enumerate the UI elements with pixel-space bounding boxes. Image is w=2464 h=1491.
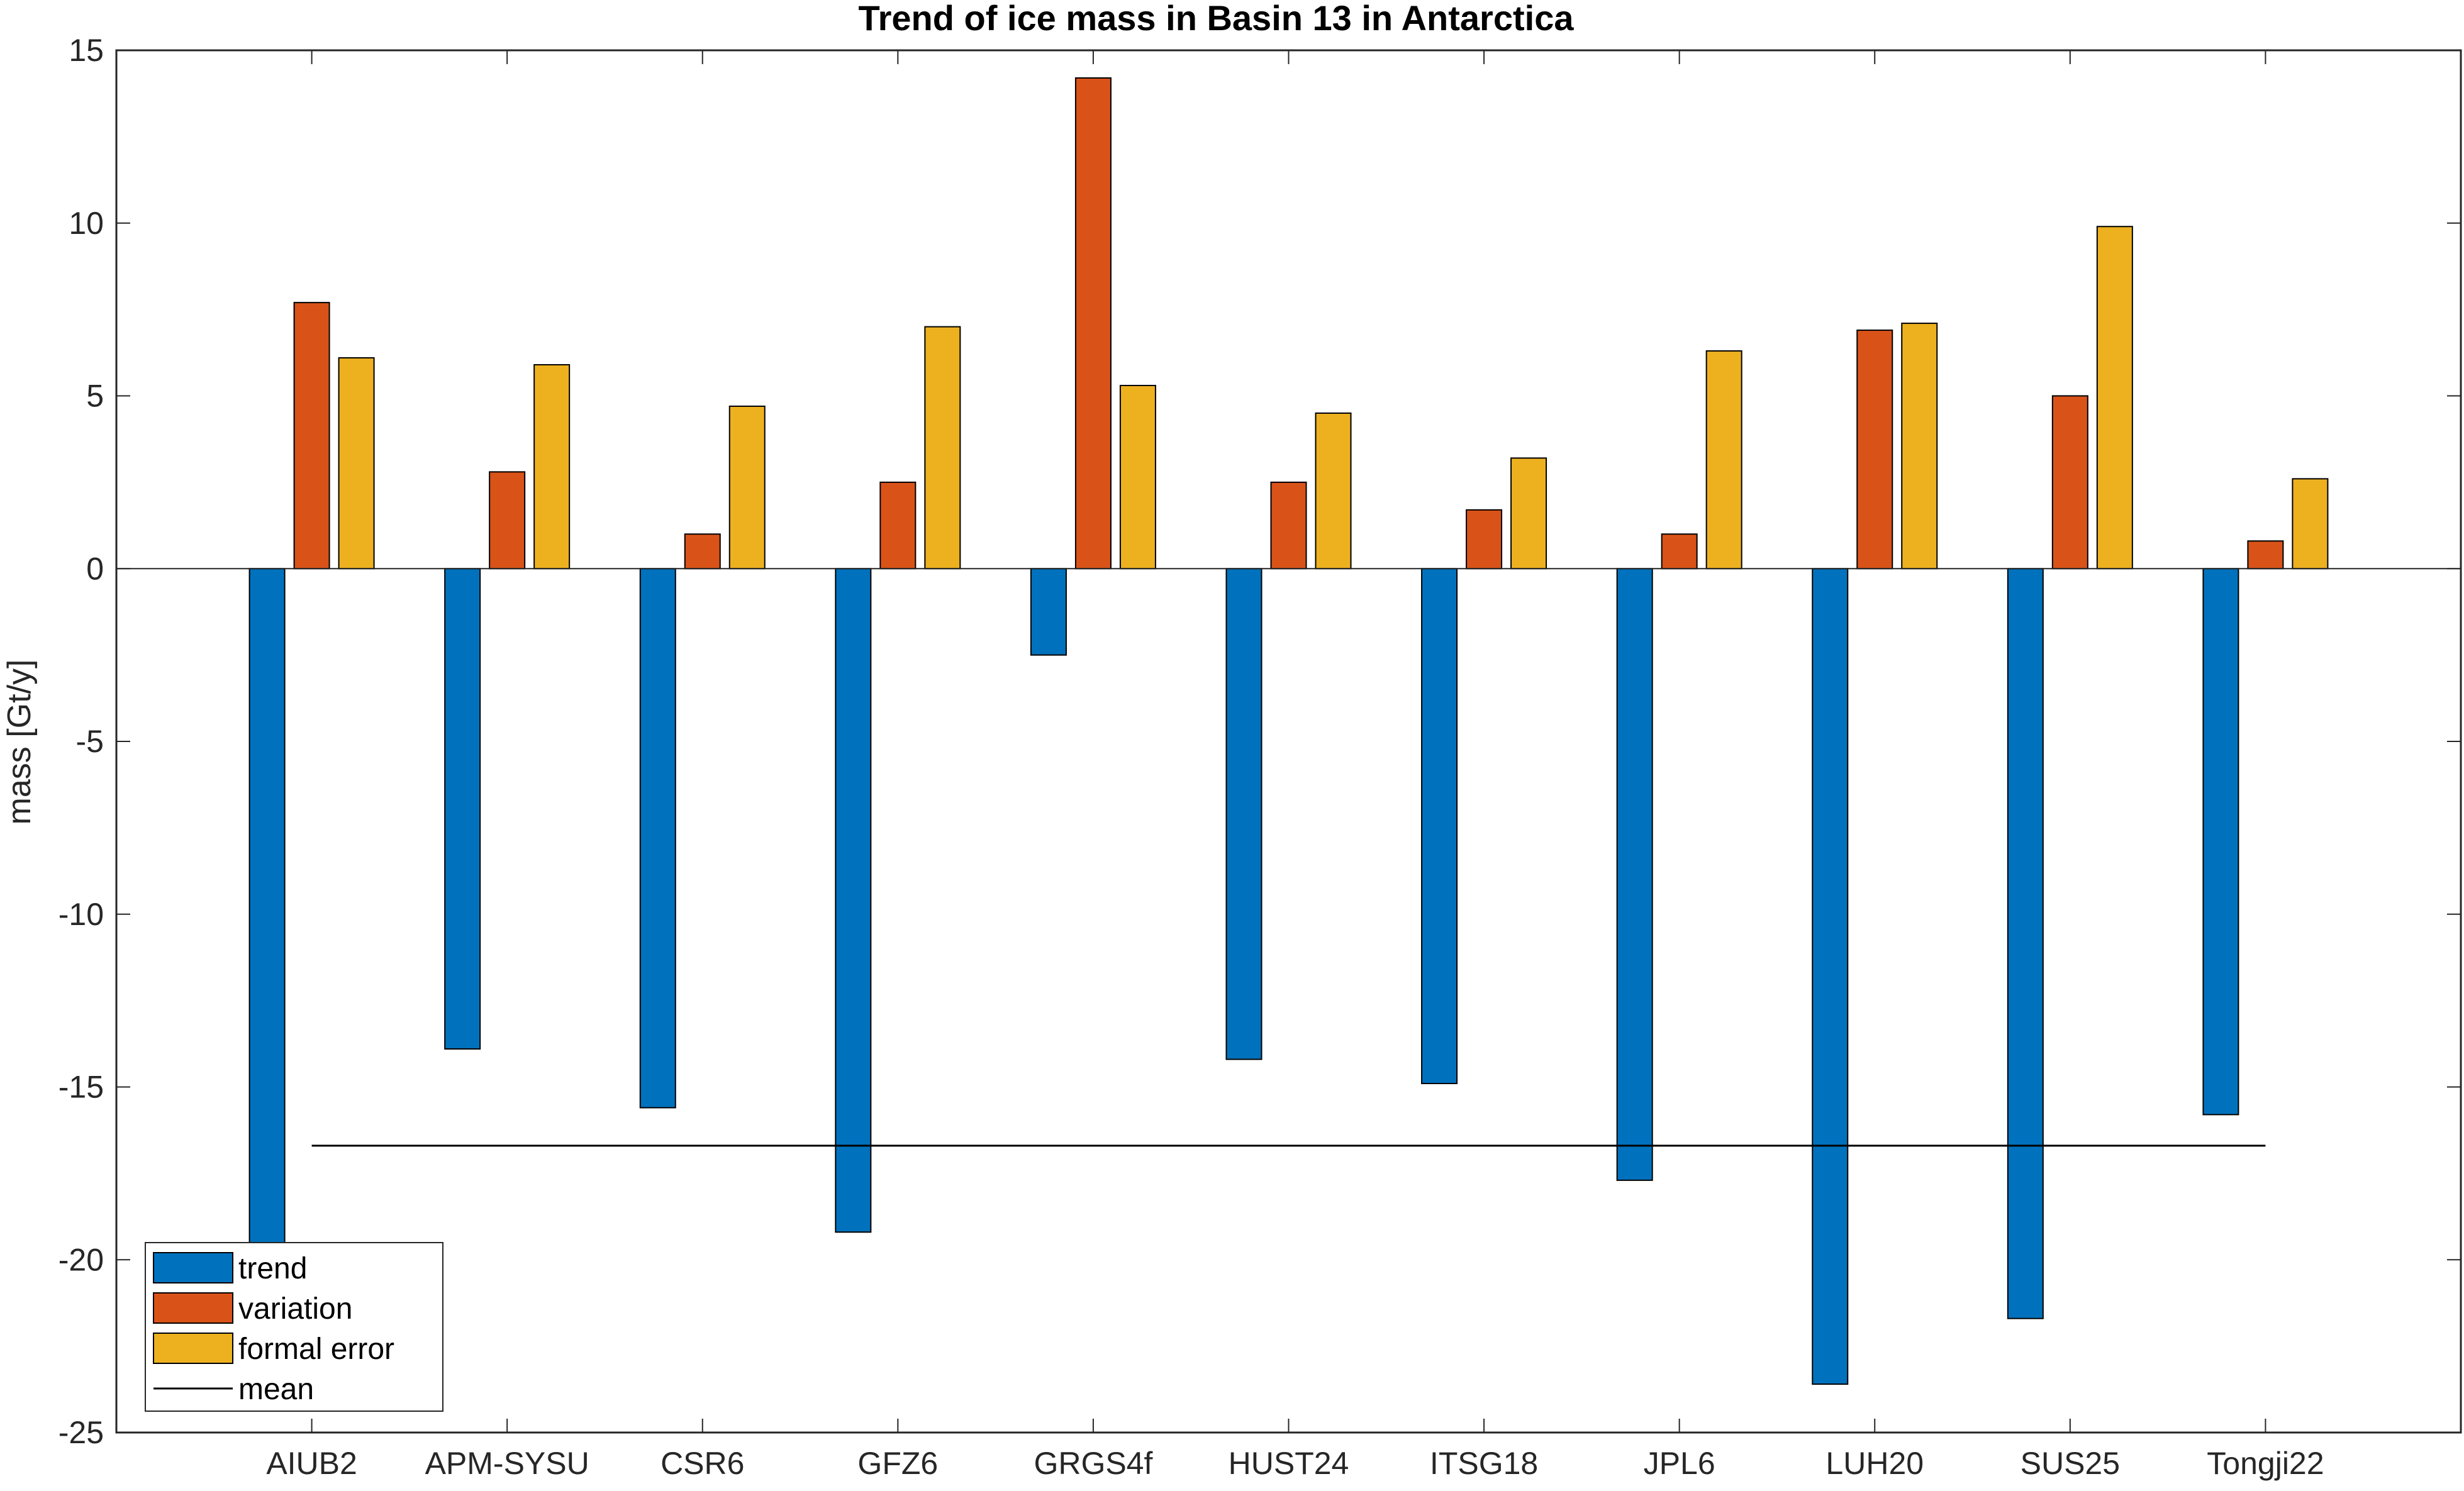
- legend: trend variation formal error mean: [145, 1242, 443, 1412]
- bar-formal-error-gfz6: [924, 326, 961, 570]
- chart-title: Trend of ice mass in Basin 13 in Antarct…: [859, 0, 1575, 38]
- bar-formal-error-grgs4f: [1119, 385, 1156, 570]
- x-tick-label-luh20: LUH20: [1826, 1446, 1924, 1481]
- bar-variation-sus25: [2051, 395, 2088, 570]
- x-tick-label-itsg18: ITSG18: [1430, 1446, 1538, 1481]
- bar-variation-aiub2: [293, 302, 330, 570]
- legend-label-mean: mean: [238, 1373, 314, 1406]
- legend-swatch-formal-error: [153, 1333, 233, 1364]
- x-tick-label-tongji22: Tongji22: [2207, 1446, 2324, 1481]
- legend-swatch-variation: [153, 1292, 233, 1324]
- axes: -25 -20 -15 -10 -5 0 5 10 15 AIUB2 APM-SYSU CSR6 GFZ…: [59, 33, 2462, 1481]
- bar-trend-apm-sysu: [444, 568, 481, 1050]
- bar-trend-sus25: [2007, 568, 2044, 1319]
- y-tick-label: 10: [69, 206, 104, 241]
- legend-label-formal-error: formal error: [238, 1333, 394, 1366]
- bar-formal-error-aiub2: [338, 357, 375, 570]
- bar-formal-error-tongji22: [2292, 478, 2329, 570]
- bar-formal-error-sus25: [2096, 226, 2133, 570]
- bar-variation-hust24: [1270, 481, 1307, 570]
- bar-variation-apm-sysu: [489, 471, 526, 570]
- x-tick-label-sus25: SUS25: [2021, 1446, 2120, 1481]
- x-tick-label-gfz6: GFZ6: [857, 1446, 938, 1481]
- bar-variation-luh20: [1856, 330, 1893, 570]
- y-tick-label: -20: [59, 1242, 104, 1277]
- x-tick-label-grgs4f: GRGS4f: [1034, 1446, 1152, 1481]
- legend-label-variation: variation: [238, 1292, 352, 1326]
- legend-label-trend: trend: [238, 1252, 307, 1285]
- y-tick-label: 5: [86, 379, 104, 414]
- bar-formal-error-luh20: [1901, 323, 1938, 570]
- legend-swatch-trend: [153, 1252, 233, 1283]
- y-axis-label: mass [Gt/y]: [1, 660, 38, 825]
- x-tick-label-csr6: CSR6: [661, 1446, 744, 1481]
- y-tick-label: -15: [59, 1070, 104, 1105]
- bar-trend-csr6: [639, 568, 676, 1109]
- bar-trend-jpl6: [1616, 568, 1653, 1181]
- bar-variation-tongji22: [2247, 540, 2284, 570]
- bar-formal-error-jpl6: [1705, 350, 1742, 570]
- y-tick-label: -10: [59, 897, 104, 932]
- y-tick-label: -5: [76, 724, 104, 759]
- bar-formal-error-itsg18: [1510, 457, 1547, 570]
- bar-variation-csr6: [684, 533, 721, 570]
- x-tick-label-aiub2: AIUB2: [266, 1446, 357, 1481]
- bar-group: [248, 77, 2329, 1385]
- bar-variation-jpl6: [1661, 533, 1698, 570]
- bar-variation-gfz6: [879, 481, 917, 570]
- bar-variation-itsg18: [1466, 509, 1503, 570]
- y-tick-label: 0: [86, 551, 104, 586]
- bar-trend-luh20: [1812, 568, 1849, 1385]
- bar-trend-gfz6: [835, 568, 872, 1233]
- bar-formal-error-hust24: [1315, 412, 1352, 570]
- y-tick-label: 15: [69, 33, 104, 68]
- x-tick-label-apm-sysu: APM-SYSU: [425, 1446, 589, 1481]
- bar-trend-aiub2: [248, 568, 286, 1254]
- bar-trend-itsg18: [1421, 568, 1458, 1085]
- bar-formal-error-csr6: [728, 405, 766, 570]
- bar-formal-error-apm-sysu: [533, 364, 571, 570]
- bar-trend-hust24: [1225, 568, 1263, 1060]
- bar-trend-tongji22: [2202, 568, 2239, 1116]
- bar-variation-grgs4f: [1074, 77, 1112, 570]
- x-tick-label-jpl6: JPL6: [1644, 1446, 1715, 1481]
- y-tick-label: -25: [59, 1415, 104, 1450]
- x-tick-label-hust24: HUST24: [1229, 1446, 1349, 1481]
- bar-trend-grgs4f: [1030, 568, 1067, 656]
- legend-box: [145, 1242, 443, 1412]
